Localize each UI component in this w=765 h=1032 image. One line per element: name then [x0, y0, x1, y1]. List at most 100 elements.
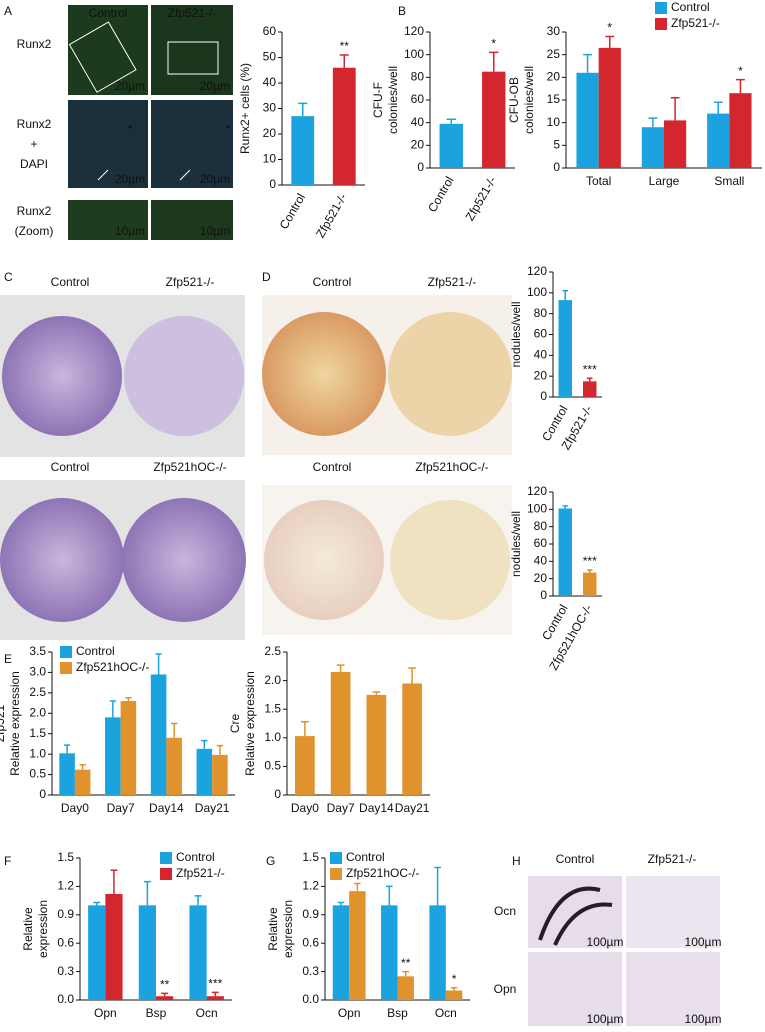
y-tick-label: 20 [263, 126, 277, 140]
chart: 0.0 0.3 0.6 0.9 1.2 1.5 Relative expression Opn B… [21, 850, 232, 1020]
error-bar [408, 667, 417, 684]
bar [105, 717, 121, 795]
significance: ** [340, 39, 350, 53]
legend-label: Control [176, 850, 215, 864]
x-tick-label: Small [714, 174, 744, 188]
bar [196, 748, 213, 795]
bar [212, 754, 228, 795]
legend-label: Zfp521hOC-/- [346, 866, 419, 880]
x-tick-label: Zfp521-/- [463, 174, 499, 223]
row-label: Ocn [494, 904, 516, 918]
plate-label: Control [313, 275, 352, 289]
micrographs-a [68, 5, 233, 240]
x-tick-label: Bsp [387, 1006, 408, 1020]
significance: *** [583, 554, 597, 568]
y-axis-label: expression [281, 900, 295, 958]
y-tick-label: 2.0 [29, 705, 46, 719]
y-tick-label: 1.0 [29, 746, 46, 760]
y-tick-label: 120 [527, 484, 547, 498]
error-bar [110, 869, 118, 894]
y-tick-label: 3.5 [29, 644, 46, 658]
y-axis-label: nodules/well [509, 511, 523, 577]
y-tick-label: 40 [534, 554, 548, 568]
y-tick-label: 2.5 [29, 685, 46, 699]
error-bar [583, 53, 593, 73]
y-tick-label: 1.5 [57, 850, 74, 864]
bar [641, 127, 664, 168]
y-tick-label: 1.5 [264, 701, 281, 715]
legend-label: Zfp521hOC-/- [76, 660, 149, 674]
plate-label: Zfp521-/- [166, 275, 215, 289]
row-label: Runx2 [17, 37, 52, 51]
significance: ** [401, 956, 411, 970]
row-label: Opn [494, 982, 517, 996]
significance: *** [208, 977, 222, 991]
y-tick-label: 30 [263, 101, 277, 115]
y-tick-label: 100 [404, 47, 424, 61]
y-axis-label: Cre [228, 714, 242, 734]
sections-h [528, 876, 720, 1026]
bar [576, 72, 599, 168]
x-tick-label: Ocn [435, 1006, 457, 1020]
error-bar [339, 54, 349, 68]
error-bar [562, 290, 568, 301]
y-tick-label: 0.0 [302, 992, 319, 1006]
y-tick-label: 0 [269, 177, 276, 191]
significance: *** [583, 362, 597, 376]
chart: 020406080100120nodules/wellControlZfp521… [509, 264, 602, 452]
bar [558, 300, 572, 397]
x-tick-label: Large [649, 174, 680, 188]
y-tick-label: 60 [263, 24, 277, 38]
y-tick-label: 20 [534, 368, 548, 382]
bar [664, 120, 687, 168]
y-tick-label: 20 [547, 70, 561, 84]
y-tick-label: 2.0 [264, 673, 281, 687]
scale-bar-label: 20µm [200, 79, 230, 93]
x-tick-label: Ocn [196, 1006, 218, 1020]
bar [381, 905, 398, 1000]
plate-label: Zfp521hOC-/- [415, 460, 488, 474]
x-tick-label: Total [586, 174, 611, 188]
y-tick-label: 20 [534, 571, 548, 585]
error-bar [605, 35, 615, 48]
y-tick-label: 2.5 [264, 644, 281, 658]
error-bar [670, 96, 680, 121]
legend-label: Control [671, 0, 710, 14]
bar [291, 116, 315, 185]
scale-bar-label: 20µm [200, 172, 230, 186]
error-bar [109, 700, 116, 718]
bar [402, 683, 422, 795]
error-bar [372, 691, 381, 695]
panel-letter: H [512, 854, 521, 868]
bar [156, 996, 174, 1000]
legend-label: Control [76, 644, 115, 658]
y-tick-label: 1.2 [57, 879, 74, 893]
plate-label: Control [51, 460, 90, 474]
bar [295, 736, 315, 795]
plates-d [262, 295, 512, 635]
y-axis-label: Relative [266, 907, 280, 951]
error-bar [336, 664, 345, 673]
y-tick-label: 0.0 [57, 992, 74, 1006]
y-tick-label: 40 [411, 115, 425, 129]
bar [332, 67, 356, 185]
error-bar [735, 78, 745, 94]
y-tick-label: 1.2 [302, 879, 319, 893]
y-tick-label: 0 [540, 588, 547, 602]
chart: 020406080100120nodules/wellControlZfp521… [509, 484, 602, 673]
y-tick-label: 40 [534, 348, 548, 362]
scale-bar-label: 100µm [685, 935, 722, 949]
y-tick-label: 120 [404, 24, 424, 38]
x-tick-label: Day14 [359, 801, 394, 815]
error-bar [125, 697, 132, 702]
bar [59, 753, 75, 795]
y-tick-label: 10 [263, 152, 277, 166]
bar [150, 674, 167, 795]
bar [598, 47, 621, 168]
y-axis-label: nodules/well [509, 301, 523, 367]
error-bar [587, 569, 593, 573]
y-tick-label: 80 [534, 306, 548, 320]
bar [445, 990, 463, 1000]
legend-swatch [330, 868, 342, 880]
